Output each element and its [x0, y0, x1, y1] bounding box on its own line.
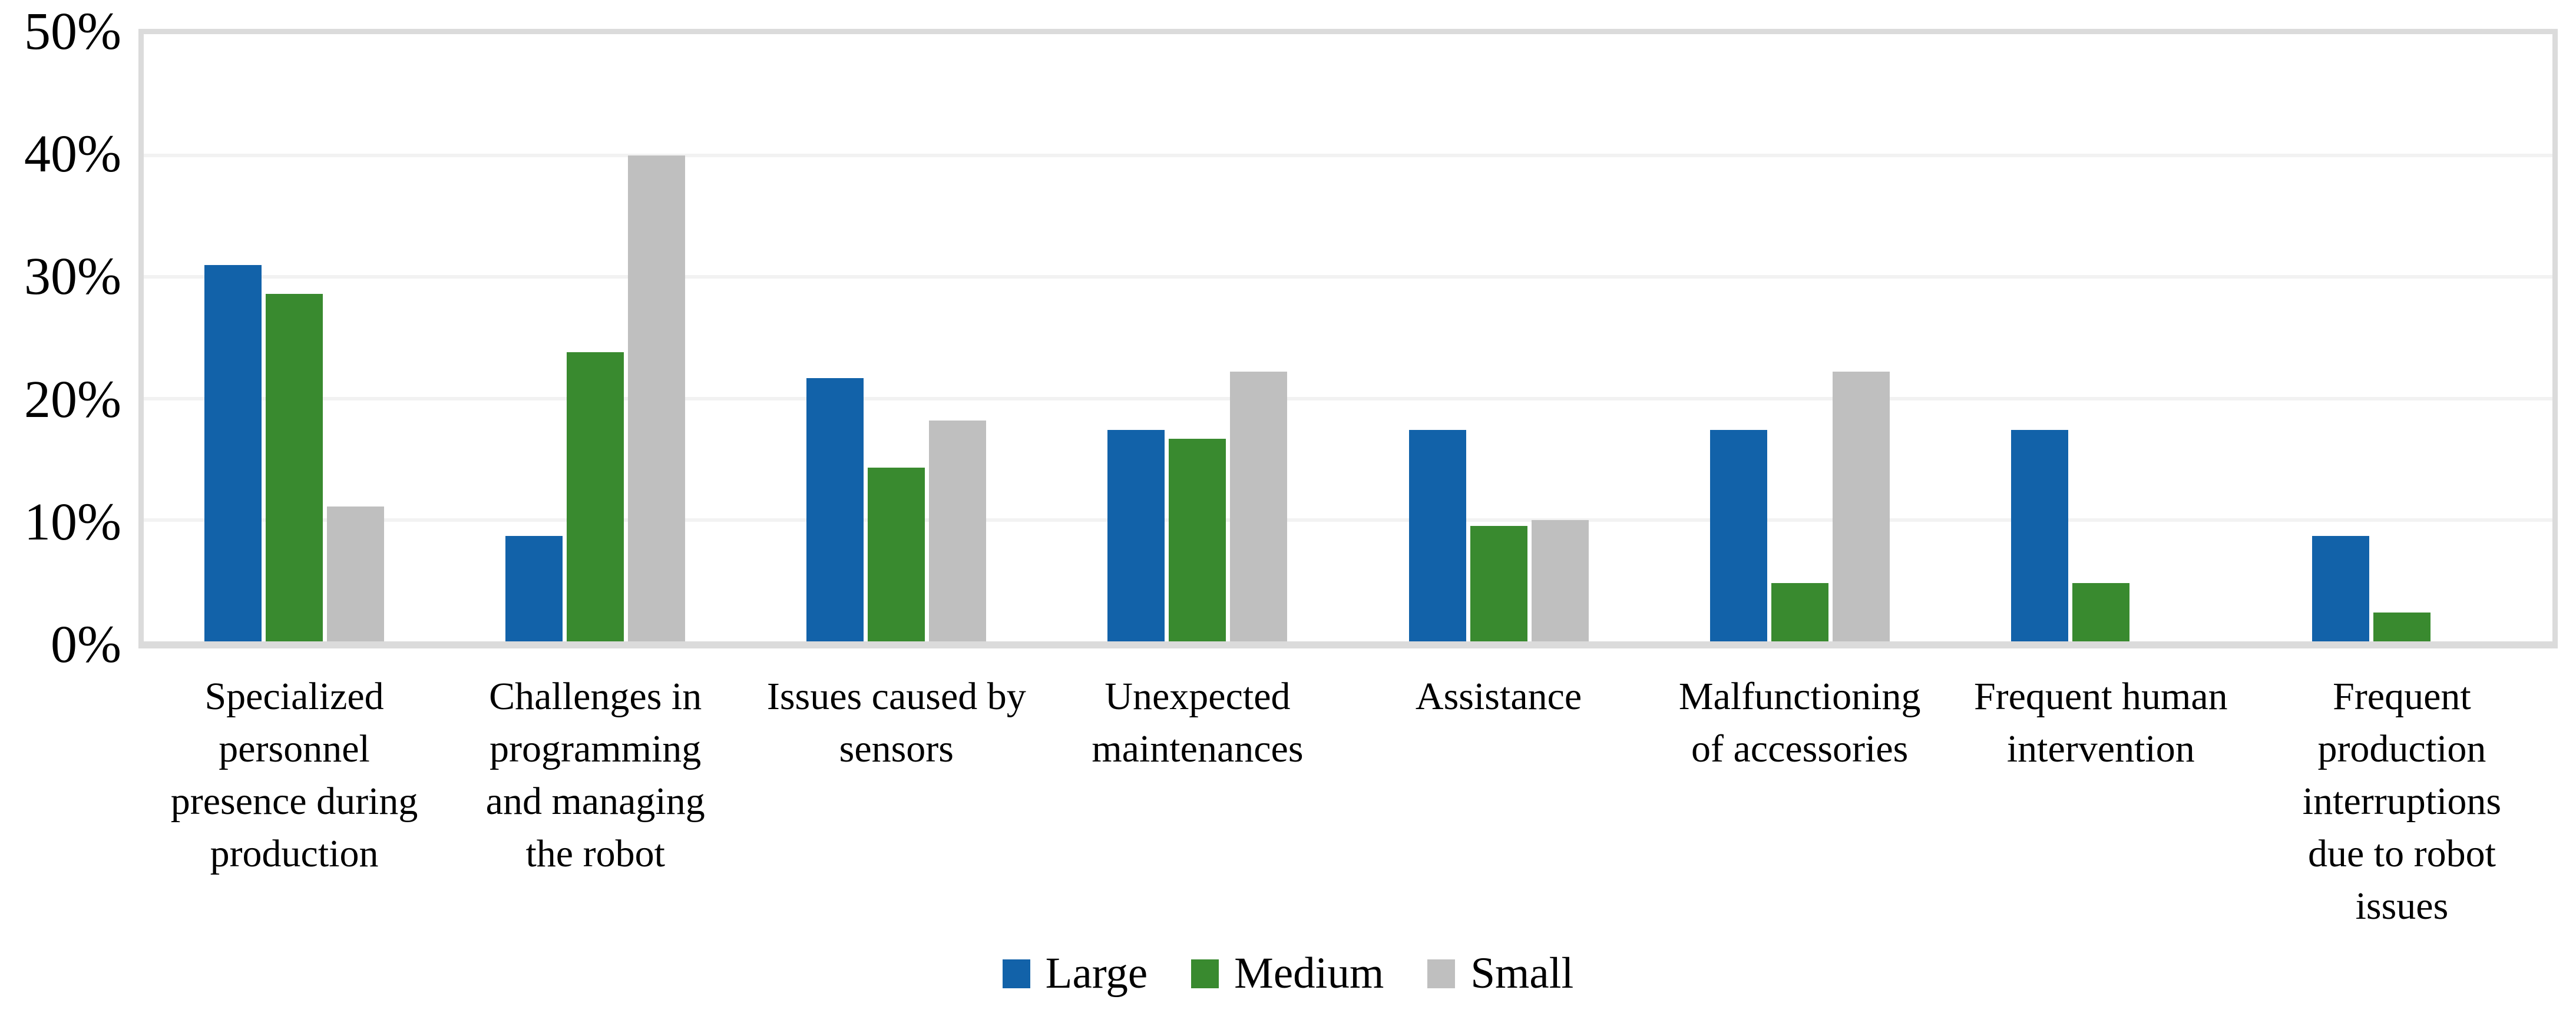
- bar-large-3: [1107, 430, 1165, 641]
- legend-swatch-small: [1427, 959, 1456, 988]
- bar-medium-7: [2373, 612, 2430, 641]
- x-axis-label-line: Assistance: [1415, 675, 1582, 718]
- gridline-40: [144, 154, 2552, 158]
- legend-item-large: Large: [1002, 949, 1148, 998]
- bar-large-2: [806, 378, 864, 641]
- x-axis-label-line: Specialized: [204, 675, 384, 718]
- x-axis-label-3: Unexpected maintenances: [1047, 670, 1348, 932]
- x-axis-label-line: sensors: [839, 727, 954, 770]
- bar-small-4: [1531, 519, 1589, 641]
- x-axis-label-line: Challenges in: [489, 675, 702, 718]
- bar-large-4: [1408, 430, 1466, 641]
- gridline-20: [144, 396, 2552, 400]
- legend-swatch-medium: [1191, 959, 1219, 988]
- x-axis-label-2: Issues caused by sensors: [746, 670, 1047, 932]
- legend-label: Medium: [1234, 949, 1384, 998]
- bar-group-6: [1950, 34, 2251, 641]
- x-axis-label-line: the robot: [525, 832, 665, 875]
- y-tick-label-40: 40%: [24, 125, 121, 184]
- bar-small-0: [327, 506, 385, 641]
- legend-item-medium: Medium: [1191, 949, 1384, 998]
- x-axis-label-line: interruptions: [2302, 780, 2502, 823]
- x-axis-label-line: programming: [490, 727, 702, 770]
- bar-small-3: [1230, 372, 1288, 641]
- y-tick-label-20: 20%: [24, 370, 121, 429]
- bar-medium-4: [1470, 526, 1527, 641]
- bar-large-1: [505, 535, 563, 641]
- bar-large-7: [2312, 535, 2369, 641]
- bar-small-1: [628, 155, 686, 641]
- bar-group-2: [746, 34, 1047, 641]
- bar-small-2: [929, 420, 987, 641]
- bar-large-6: [2010, 430, 2068, 641]
- legend-label: Small: [1470, 949, 1574, 998]
- bar-medium-2: [868, 468, 925, 641]
- gridline-10: [144, 518, 2552, 522]
- x-axis-label-line: intervention: [2006, 727, 2195, 770]
- legend-item-small: Small: [1427, 949, 1573, 998]
- bar-large-0: [204, 264, 262, 641]
- x-axis-label-5: Malfunctioning of accessories: [1649, 670, 1950, 932]
- x-axis-label-line: presence during: [170, 780, 418, 823]
- x-axis-label-4: Assistance: [1348, 670, 1649, 932]
- bar-group-1: [445, 34, 746, 641]
- bar-group-7: [2251, 34, 2552, 641]
- plot-area: [138, 29, 2558, 648]
- x-axis-label-line: Frequent: [2333, 675, 2471, 718]
- gridline-30: [144, 275, 2552, 279]
- bar-group-4: [1348, 34, 1649, 641]
- bar-small-5: [1832, 372, 1890, 641]
- y-tick-label-50: 50%: [24, 2, 121, 61]
- legend-label: Large: [1045, 949, 1148, 998]
- x-axis-label-0: Specialized personnel presence during produ…: [144, 670, 445, 932]
- bar-group-0: [144, 34, 445, 641]
- x-axis-label-line: maintenances: [1092, 727, 1304, 770]
- x-axis-label-line: Malfunctioning: [1678, 675, 1921, 718]
- bar-group-3: [1047, 34, 1348, 641]
- x-axis-label-line: of accessories: [1691, 727, 1909, 770]
- x-axis-label-line: due to robot: [2307, 832, 2496, 875]
- x-axis-label-line: production: [210, 832, 379, 875]
- x-axis-label-1: Challenges in programming and managing the …: [445, 670, 746, 932]
- x-axis-label-6: Frequent human intervention: [1950, 670, 2251, 932]
- x-axis-label-line: Issues caused by: [766, 675, 1026, 718]
- y-tick-label-0: 0%: [51, 615, 121, 674]
- x-axis-label-line: production: [2317, 727, 2486, 770]
- x-axis-label-line: personnel: [219, 727, 370, 770]
- bar-group-5: [1649, 34, 1950, 641]
- bar-groups: [144, 34, 2552, 641]
- x-axis-label-line: Frequent human: [1973, 675, 2228, 718]
- legend: Large Medium Small: [0, 949, 2576, 998]
- bar-medium-0: [266, 294, 323, 641]
- bar-medium-3: [1169, 438, 1226, 641]
- bar-medium-6: [2072, 583, 2129, 641]
- y-tick-label-10: 10%: [24, 492, 121, 551]
- bar-medium-1: [567, 352, 624, 641]
- legend-swatch-large: [1002, 959, 1030, 988]
- x-axis-category-labels: Specialized personnel presence during produ…: [144, 670, 2552, 932]
- bar-medium-5: [1771, 583, 1828, 641]
- x-axis-label-7: Frequent production interruptions due to ro…: [2251, 670, 2552, 932]
- x-axis-label-line: and managing: [485, 780, 705, 823]
- y-tick-label-30: 30%: [24, 247, 121, 306]
- x-axis-label-line: Unexpected: [1105, 675, 1291, 718]
- x-axis-label-line: issues: [2355, 885, 2449, 928]
- bar-large-5: [1709, 430, 1767, 641]
